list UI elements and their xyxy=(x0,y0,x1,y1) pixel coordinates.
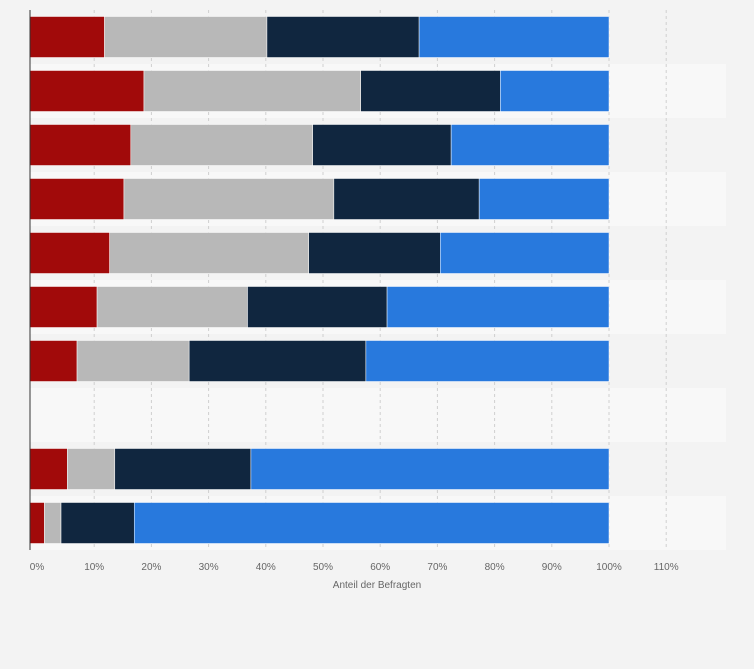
x-tick-label: 10% xyxy=(84,562,104,573)
x-axis-title: Anteil der Befragten xyxy=(333,580,421,591)
bar-segment[interactable] xyxy=(478,178,610,220)
bar-segment[interactable] xyxy=(308,232,441,274)
bar-segment[interactable] xyxy=(440,232,610,274)
bar-segment[interactable] xyxy=(29,340,78,382)
bar-segment[interactable] xyxy=(143,70,362,112)
x-tick-label: 60% xyxy=(370,562,390,573)
row-band xyxy=(30,388,726,442)
bar-segment[interactable] xyxy=(29,178,125,220)
bar-segment[interactable] xyxy=(114,448,252,490)
bar-segment[interactable] xyxy=(312,124,452,166)
bar-segment[interactable] xyxy=(29,16,105,58)
bar-segment[interactable] xyxy=(96,286,248,328)
bar-segment[interactable] xyxy=(333,178,480,220)
x-tick-label: 110% xyxy=(654,562,679,573)
x-tick-label: 30% xyxy=(199,562,219,573)
bar-segment[interactable] xyxy=(29,70,145,112)
bar-segment[interactable] xyxy=(450,124,610,166)
bar-segment[interactable] xyxy=(418,16,610,58)
bar-segment[interactable] xyxy=(386,286,610,328)
bar-segment[interactable] xyxy=(266,16,420,58)
x-tick-label: 90% xyxy=(542,562,562,573)
bar-segment[interactable] xyxy=(29,502,45,544)
x-tick-label: 20% xyxy=(141,562,161,573)
bar-segment[interactable] xyxy=(29,448,68,490)
bar-segment[interactable] xyxy=(104,16,268,58)
bar-segment[interactable] xyxy=(130,124,313,166)
bar-segment[interactable] xyxy=(247,286,388,328)
bar-segment[interactable] xyxy=(29,232,110,274)
bar-segment[interactable] xyxy=(29,124,132,166)
bar-segment[interactable] xyxy=(76,340,190,382)
x-tick-label: 40% xyxy=(256,562,276,573)
bar-segment[interactable] xyxy=(109,232,309,274)
bar-segment[interactable] xyxy=(365,340,610,382)
x-tick-label: 100% xyxy=(596,562,622,573)
x-tick-label: 50% xyxy=(313,562,333,573)
x-tick-label: 70% xyxy=(427,562,447,573)
bar-segment[interactable] xyxy=(29,286,98,328)
bars xyxy=(29,16,610,544)
x-tick-label: 80% xyxy=(485,562,505,573)
bar-segment[interactable] xyxy=(250,448,610,490)
x-tick-labels: 0% 10% 20% 30% 40% 50% 60% 70% 80% 90% 100% 110% xyxy=(30,562,679,573)
bar-segment[interactable] xyxy=(123,178,335,220)
bar-segment[interactable] xyxy=(133,502,610,544)
bar-segment[interactable] xyxy=(500,70,610,112)
bar-segment[interactable] xyxy=(67,448,116,490)
bar-segment[interactable] xyxy=(60,502,135,544)
bar-segment[interactable] xyxy=(360,70,501,112)
bar-segment[interactable] xyxy=(188,340,367,382)
x-tick-label: 0% xyxy=(30,562,45,573)
bar-segment[interactable] xyxy=(44,502,62,544)
